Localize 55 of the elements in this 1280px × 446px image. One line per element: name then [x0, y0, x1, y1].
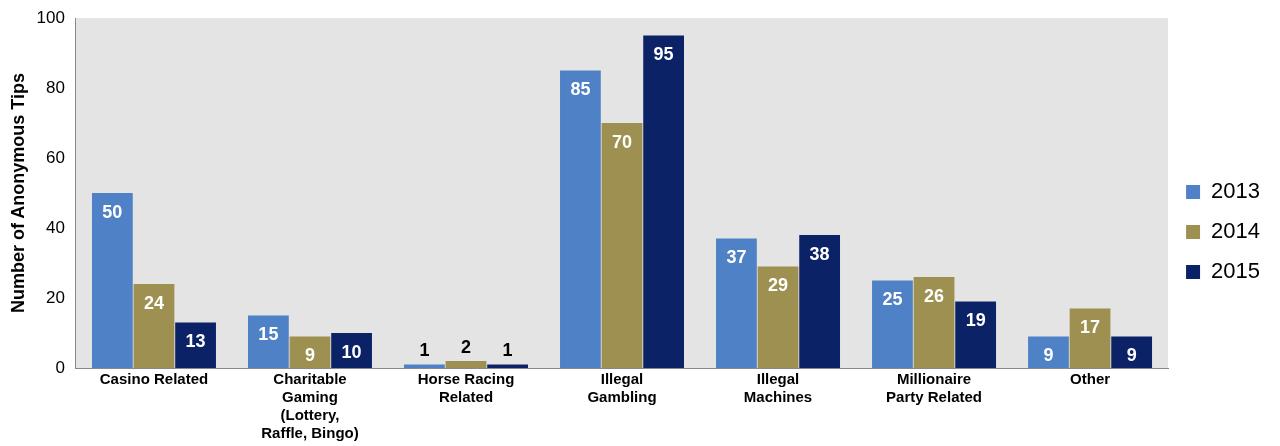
data-label: 85	[570, 79, 591, 100]
bar	[175, 322, 216, 368]
data-label: 38	[809, 243, 830, 264]
data-label: 1	[419, 340, 430, 361]
bar	[872, 280, 913, 368]
data-label: 9	[1126, 345, 1137, 366]
bar	[716, 238, 757, 368]
legend-label: 2014	[1211, 218, 1261, 244]
data-label: 25	[882, 289, 903, 310]
bar	[799, 235, 841, 368]
x-tick-label: Illegal Gambling	[587, 370, 657, 406]
bar	[248, 315, 289, 368]
y-tick-label: 80	[46, 77, 65, 97]
data-label: 70	[612, 131, 633, 152]
bar	[91, 193, 133, 368]
data-label: 9	[304, 345, 315, 366]
data-label: 1	[502, 340, 513, 361]
data-label: 24	[143, 292, 164, 313]
bar	[757, 266, 799, 368]
y-tick-label: 40	[46, 217, 65, 237]
data-label: 37	[726, 247, 747, 268]
bar	[1069, 308, 1111, 368]
x-tick-label: Illegal Machines	[743, 370, 813, 406]
data-label: 95	[653, 44, 674, 65]
data-label: 26	[924, 285, 945, 306]
data-label: 10	[341, 341, 362, 362]
bar	[1028, 336, 1069, 368]
data-label: 15	[258, 324, 279, 345]
y-axis-title: Number of Anonymous Tips	[7, 72, 28, 314]
bar	[601, 123, 643, 368]
data-label: 50	[102, 201, 123, 222]
data-label: 13	[185, 331, 206, 352]
bar	[913, 277, 955, 368]
bar	[643, 35, 684, 368]
y-tick-label: 100	[36, 7, 65, 27]
y-tick-label: 0	[55, 357, 65, 377]
x-tick-label: Casino Related	[99, 370, 209, 388]
bar	[560, 70, 601, 368]
bar	[133, 284, 175, 368]
x-tick-label: Charitable Gaming (Lottery, Raffle, Bingo)	[261, 370, 359, 442]
x-tick-label: Horse Racing Related	[417, 370, 515, 406]
y-tick-label: 60	[46, 147, 65, 167]
legend-label: 2013	[1211, 178, 1261, 204]
data-label: 19	[965, 310, 986, 331]
data-label: 2	[460, 336, 472, 357]
y-tick-label: 20	[46, 287, 65, 307]
bar	[955, 301, 997, 368]
legend-label: 2015	[1211, 258, 1261, 284]
data-label: 9	[1043, 345, 1054, 366]
data-label: 17	[1080, 317, 1101, 338]
x-tick-label: Millionaire Party Related	[886, 370, 982, 406]
x-tick-label: Other	[1070, 370, 1111, 388]
bar	[445, 361, 487, 368]
data-label: 29	[768, 275, 789, 296]
bar	[1111, 336, 1153, 368]
